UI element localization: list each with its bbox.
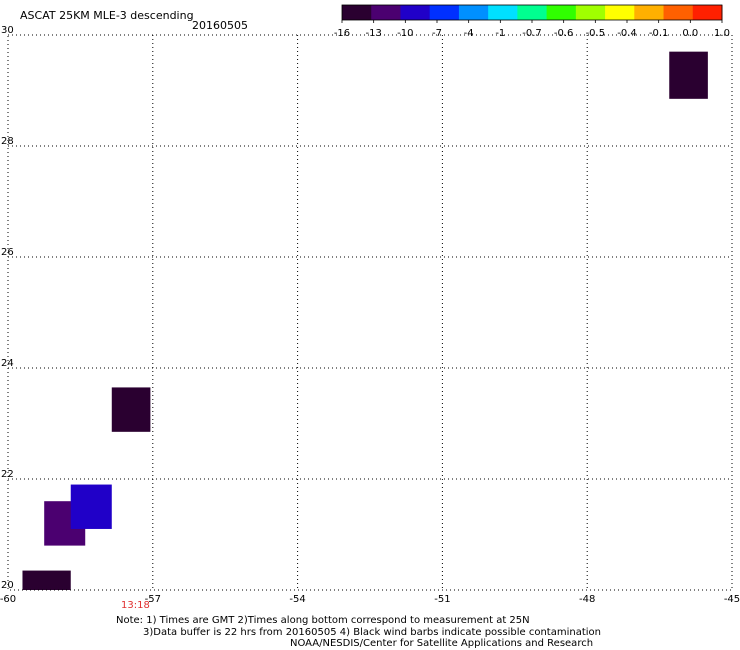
color-scale-bar: -16 -13 -10 -7 -4 -1 -0.7 -0.6 -0.5 -0.4 -0.1 0.0 1.… bbox=[334, 4, 730, 39]
colorbar-swatch bbox=[429, 5, 460, 20]
colorbar-swatch bbox=[663, 5, 694, 20]
colorbar-label: -7 bbox=[432, 28, 442, 39]
product-title: ASCAT 25KM MLE-3 descending bbox=[20, 9, 194, 22]
wind-map-plot[interactable]: -60 -57 -54 -51 -48 -45 20 22 24 26 28 30 bbox=[0, 0, 740, 610]
lon-tick-label: -48 bbox=[579, 594, 595, 605]
colorbar-label: 0.0 bbox=[682, 28, 698, 39]
colorbar-swatch bbox=[546, 5, 577, 20]
colorbar-swatch bbox=[342, 5, 372, 20]
colorbar-label: -16 bbox=[334, 28, 350, 39]
lat-tick-label: 20 bbox=[1, 580, 14, 591]
colorbar-label: -0.1 bbox=[649, 28, 669, 39]
colorbar-swatch bbox=[517, 5, 548, 20]
colorbar-swatch bbox=[605, 5, 635, 20]
wind-cell[interactable] bbox=[669, 51, 708, 99]
lon-tick-label: -45 bbox=[724, 594, 740, 605]
colorbar-label: -10 bbox=[397, 28, 413, 39]
colorbar-label: -13 bbox=[365, 28, 381, 39]
note-line-3: NOAA/NESDIS/Center for Satellite Applica… bbox=[290, 638, 594, 649]
colorbar-swatch bbox=[634, 5, 665, 20]
colorbar-label: -0.7 bbox=[522, 28, 542, 39]
note-line-1: Note: 1) Times are GMT 2)Times along bot… bbox=[116, 615, 530, 626]
map-frame bbox=[7, 34, 733, 591]
wind-cell[interactable] bbox=[22, 570, 71, 590]
lat-tick-label: 26 bbox=[1, 247, 14, 258]
colorbar-swatch bbox=[488, 5, 518, 20]
lat-tick-label: 24 bbox=[1, 358, 14, 369]
colorbar-label: 1.0 bbox=[714, 28, 730, 39]
colorbar-swatch bbox=[692, 5, 723, 20]
colorbar-swatch bbox=[400, 5, 431, 20]
colorbar-label: -0.4 bbox=[617, 28, 637, 39]
note-line-2: 3)Data buffer is 22 hrs from 20160505 4)… bbox=[143, 627, 601, 638]
product-date: 20160505 bbox=[192, 19, 248, 32]
colorbar-label: -4 bbox=[464, 28, 474, 39]
lat-tick-label: 28 bbox=[1, 136, 14, 147]
lon-tick-label: -60 bbox=[0, 594, 16, 605]
colorbar-swatch bbox=[575, 5, 606, 20]
lon-tick-label: -51 bbox=[434, 594, 450, 605]
wind-cell[interactable] bbox=[70, 484, 112, 529]
lat-tick-label: 22 bbox=[1, 469, 14, 480]
colorbar-swatch bbox=[371, 5, 401, 20]
lat-tick-label: 30 bbox=[1, 25, 14, 36]
colorbar-label: -0.5 bbox=[586, 28, 606, 39]
colorbar-swatch bbox=[458, 5, 489, 20]
colorbar-label: -1 bbox=[495, 28, 505, 39]
lon-tick-label: -57 bbox=[145, 594, 161, 605]
lon-tick-label: -54 bbox=[289, 594, 305, 605]
pass-time-label: 13:18 bbox=[121, 600, 150, 611]
wind-cell[interactable] bbox=[111, 387, 151, 432]
colorbar-label: -0.6 bbox=[554, 28, 574, 39]
